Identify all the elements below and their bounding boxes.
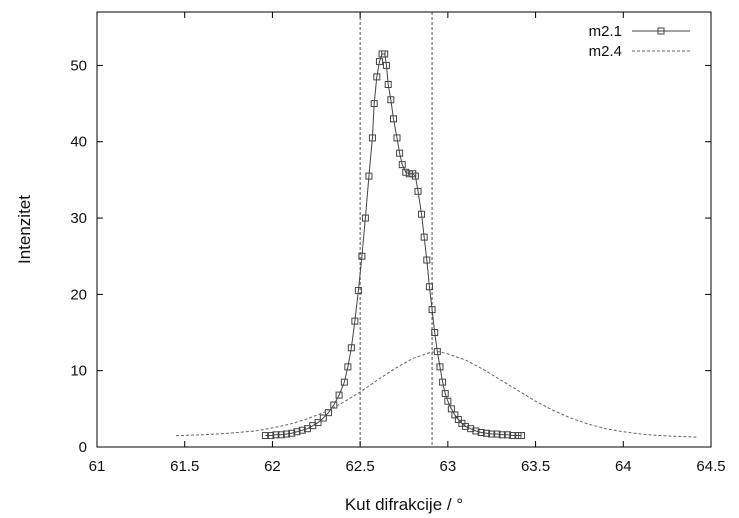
data-point-marker — [493, 430, 501, 438]
data-point-marker — [441, 390, 449, 398]
data-point-marker — [461, 422, 469, 430]
data-point-marker — [277, 431, 285, 439]
legend-label: m2.1 — [589, 23, 622, 40]
data-point-marker — [272, 431, 280, 439]
y-axis: 0 10 20 30 40 50 — [70, 57, 711, 456]
data-point-marker — [330, 401, 338, 409]
plot-frame — [96, 11, 712, 448]
data-point-marker — [447, 405, 455, 413]
data-point-marker — [467, 425, 475, 433]
data-point-marker — [418, 210, 426, 218]
data-point-marker — [354, 287, 362, 295]
data-point-marker — [428, 306, 436, 314]
data-point-marker — [358, 252, 366, 260]
data-point-marker — [436, 363, 444, 371]
data-point-marker — [414, 187, 422, 195]
legend-label: m2.4 — [589, 43, 622, 60]
data-point-marker — [482, 429, 490, 437]
x-tick-label: 63.5 — [521, 458, 550, 475]
data-point-marker — [293, 428, 301, 436]
legend-marker — [657, 27, 665, 35]
data-point-marker — [451, 411, 459, 419]
reference-lines — [359, 12, 433, 447]
data-point-marker — [298, 426, 306, 434]
y-tick-label: 20 — [70, 286, 87, 303]
y-tick-label: 40 — [70, 134, 87, 151]
data-point-marker — [504, 431, 512, 439]
y-tick-label: 30 — [70, 210, 87, 227]
data-point-marker — [282, 430, 290, 438]
data-point-marker — [335, 391, 343, 399]
x-tick-label: 64 — [615, 458, 632, 475]
x-axis-label: Kut difrakcije / ° — [345, 495, 463, 514]
data-point-marker — [488, 430, 496, 438]
data-point-marker — [389, 115, 397, 123]
data-point-marker — [393, 134, 401, 142]
x-tick-label: 63 — [440, 458, 457, 475]
data-point-marker — [402, 168, 410, 176]
series-line — [175, 351, 697, 438]
x-tick-label: 64.5 — [696, 458, 725, 475]
data-point-marker — [396, 149, 404, 157]
data-point-marker — [398, 161, 406, 169]
series-line — [265, 53, 522, 437]
data-point-marker — [319, 414, 327, 422]
x-tick-label: 61 — [89, 458, 106, 475]
series-m2-4 — [175, 351, 697, 438]
x-axis: 61 61.5 62 62.5 63 63.5 64 64.5 — [89, 12, 726, 475]
data-point-marker — [261, 432, 269, 440]
data-point-marker — [518, 432, 526, 440]
data-point-marker — [365, 172, 373, 180]
data-point-marker — [425, 283, 433, 291]
data-point-marker — [347, 344, 355, 352]
x-tick-label: 62.5 — [346, 458, 375, 475]
series-layer — [175, 50, 697, 440]
data-point-marker — [351, 317, 359, 325]
data-point-marker — [509, 432, 517, 440]
x-tick-label: 62 — [264, 458, 281, 475]
data-point-marker — [420, 233, 428, 241]
data-point-marker — [454, 416, 462, 424]
data-point-marker — [498, 431, 506, 439]
data-point-marker — [267, 432, 275, 440]
y-tick-label: 10 — [70, 363, 87, 380]
data-point-marker — [477, 429, 485, 436]
data-point-marker — [288, 429, 296, 437]
series-m2-1 — [261, 50, 526, 440]
data-point-marker — [439, 378, 447, 386]
data-point-marker — [514, 432, 522, 440]
data-point-marker — [384, 81, 392, 88]
data-point-marker — [382, 61, 390, 69]
legend: m2.1 m2.4 — [589, 23, 690, 60]
data-point-marker — [411, 172, 419, 180]
data-point-marker — [431, 329, 439, 337]
data-point-marker — [361, 214, 369, 222]
data-point-marker — [472, 427, 480, 435]
data-point-marker — [387, 96, 395, 104]
y-tick-label: 50 — [70, 57, 87, 74]
data-point-marker — [375, 58, 383, 66]
data-point-marker — [423, 256, 431, 264]
data-point-marker — [368, 134, 376, 142]
data-point-marker — [344, 363, 352, 371]
y-axis-label: Intenzitet — [15, 195, 34, 264]
data-point-marker — [381, 50, 389, 58]
data-point-marker — [370, 100, 378, 108]
y-tick-label: 0 — [79, 439, 87, 456]
data-point-marker — [340, 378, 348, 386]
data-point-marker — [444, 397, 452, 405]
data-point-marker — [373, 73, 381, 81]
x-tick-label: 61.5 — [170, 458, 199, 475]
data-point-marker — [314, 419, 322, 427]
